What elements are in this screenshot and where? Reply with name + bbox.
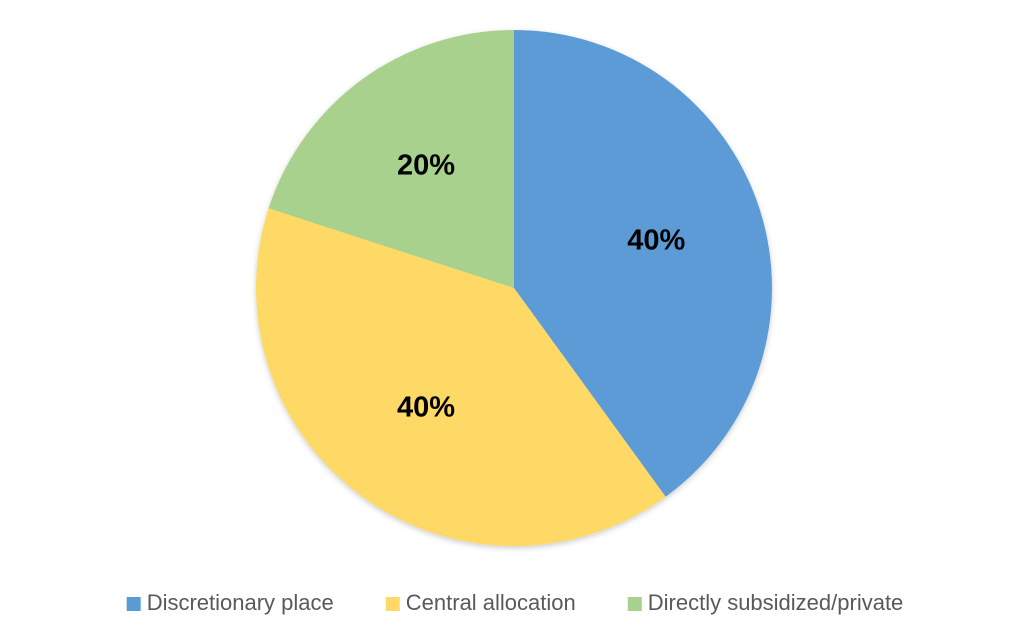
legend-label: Discretionary place <box>147 590 334 615</box>
legend-label: Central allocation <box>406 590 576 615</box>
pie-slice <box>514 30 772 497</box>
data-label: 40% <box>397 392 455 424</box>
legend-label: Directly subsidized/private <box>648 590 904 615</box>
pie-slice <box>268 30 514 288</box>
pie <box>255 30 772 547</box>
data-label: 20% <box>397 150 455 182</box>
legend-swatch <box>126 597 141 611</box>
pie-slice <box>255 208 666 547</box>
legend-swatch <box>627 597 642 611</box>
data-label: 40% <box>627 224 685 256</box>
legend-swatch <box>385 597 400 611</box>
